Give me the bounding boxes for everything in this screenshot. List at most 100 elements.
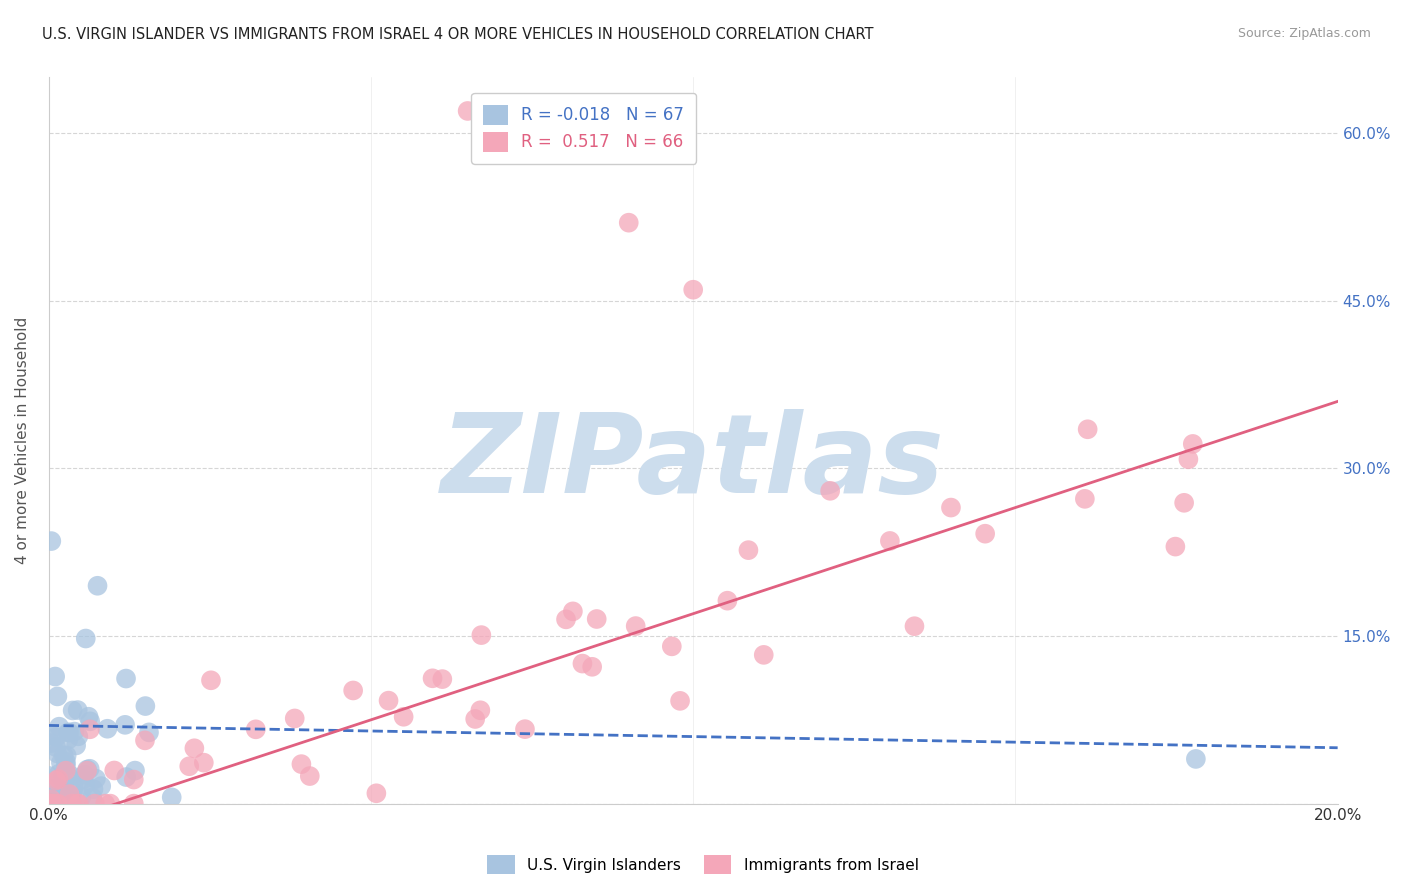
Point: [94, 797, 117, 811]
Point: [342, 683, 364, 698]
Point: [58, 787, 80, 801]
Point: [79, 723, 101, 737]
Point: [377, 693, 399, 707]
Point: [58, 725, 80, 739]
Point: [79, 714, 101, 729]
Point: [716, 593, 738, 607]
Point: [193, 756, 215, 770]
Legend: U.S. Virgin Islanders, Immigrants from Israel: U.S. Virgin Islanders, Immigrants from I…: [481, 849, 925, 880]
Point: [1074, 491, 1097, 506]
Point: [366, 786, 388, 800]
Point: [62, 785, 84, 799]
Point: [55, 758, 77, 772]
Point: [245, 723, 267, 737]
Point: [56, 732, 79, 747]
Point: [422, 671, 444, 685]
Point: [48, 772, 70, 787]
Point: [298, 769, 321, 783]
Point: [392, 710, 415, 724]
Point: [52, 769, 75, 783]
Point: [62, 795, 84, 809]
Point: [53, 780, 76, 795]
Text: ZIPatlas: ZIPatlas: [441, 409, 945, 516]
Point: [67, 729, 90, 743]
Point: [818, 483, 841, 498]
Point: [49, 789, 72, 803]
Point: [83, 797, 105, 811]
Point: [39, 534, 62, 549]
Point: [138, 725, 160, 739]
Point: [46, 797, 69, 811]
Point: [1077, 422, 1099, 436]
Point: [55, 785, 77, 799]
Point: [56, 768, 79, 782]
Point: [96, 722, 118, 736]
Point: [41, 797, 63, 811]
Point: [75, 778, 97, 792]
Point: [38, 797, 60, 811]
Point: [879, 533, 901, 548]
Point: [75, 632, 97, 646]
Point: [66, 797, 89, 811]
Point: [114, 718, 136, 732]
Point: [63, 724, 86, 739]
Point: [464, 712, 486, 726]
Point: [55, 748, 77, 763]
Text: Source: ZipAtlas.com: Source: ZipAtlas.com: [1237, 27, 1371, 40]
Point: [67, 797, 90, 811]
Point: [561, 604, 583, 618]
Point: [55, 755, 77, 769]
Point: [82, 790, 104, 805]
Point: [98, 797, 121, 811]
Point: [90, 779, 112, 793]
Point: [470, 628, 492, 642]
Point: [46, 747, 69, 761]
Point: [432, 672, 454, 686]
Point: [939, 500, 962, 515]
Point: [1177, 452, 1199, 467]
Point: [52, 777, 75, 791]
Point: [571, 657, 593, 671]
Point: [60, 797, 83, 811]
Point: [513, 722, 536, 736]
Point: [555, 612, 578, 626]
Point: [115, 770, 138, 784]
Legend: R = -0.018   N = 67, R =  0.517   N = 66: R = -0.018 N = 67, R = 0.517 N = 66: [471, 93, 696, 164]
Point: [284, 711, 307, 725]
Point: [39, 797, 62, 811]
Point: [134, 733, 156, 747]
Point: [124, 764, 146, 778]
Point: [115, 672, 138, 686]
Point: [73, 768, 96, 782]
Point: [134, 699, 156, 714]
Text: U.S. VIRGIN ISLANDER VS IMMIGRANTS FROM ISRAEL 4 OR MORE VEHICLES IN HOUSEHOLD C: U.S. VIRGIN ISLANDER VS IMMIGRANTS FROM …: [42, 27, 873, 42]
Point: [84, 772, 107, 786]
Point: [86, 579, 108, 593]
Point: [44, 669, 66, 683]
Point: [76, 763, 98, 777]
Point: [581, 660, 603, 674]
Point: [1164, 540, 1187, 554]
Point: [41, 729, 63, 743]
Point: [60, 769, 83, 783]
Point: [45, 730, 67, 744]
Point: [122, 772, 145, 787]
Point: [617, 216, 640, 230]
Point: [38, 769, 60, 783]
Point: [974, 526, 997, 541]
Point: [903, 619, 925, 633]
Point: [624, 619, 647, 633]
Point: [179, 759, 201, 773]
Point: [55, 764, 77, 778]
Point: [48, 720, 70, 734]
Point: [82, 782, 104, 797]
Point: [48, 767, 70, 781]
Point: [585, 612, 607, 626]
Point: [39, 792, 62, 806]
Point: [669, 694, 692, 708]
Point: [752, 648, 775, 662]
Point: [160, 790, 183, 805]
Point: [59, 789, 82, 804]
Point: [45, 773, 67, 788]
Point: [39, 782, 62, 797]
